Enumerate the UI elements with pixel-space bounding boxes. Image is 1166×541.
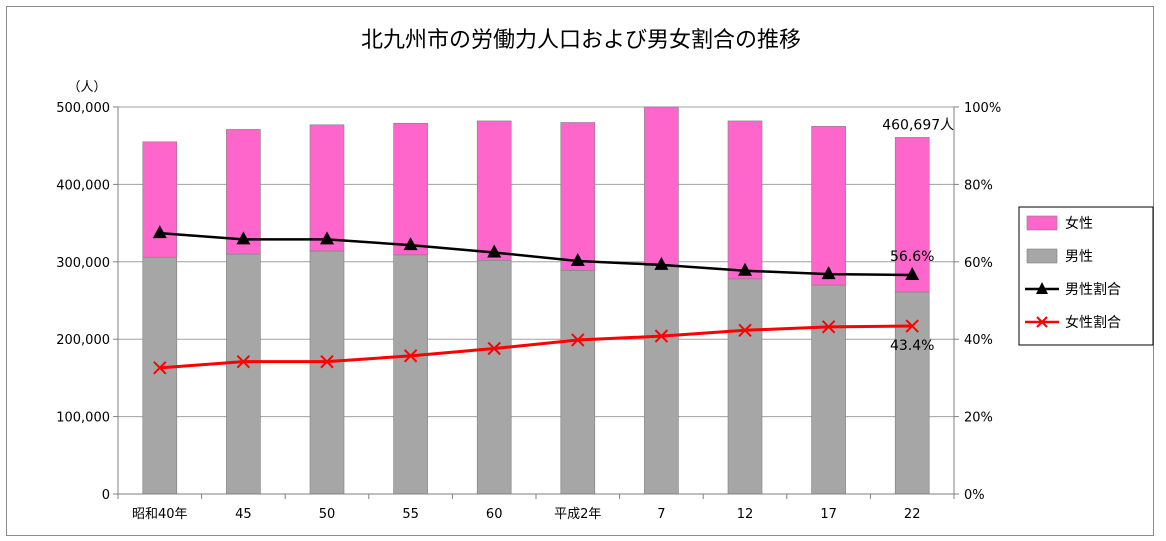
- chart-frame: 北九州市の労働力人口および男女割合の推移 （人） 0 100,000 200,000…: [6, 6, 1154, 536]
- bar-female: [142, 141, 178, 258]
- bar-female: [894, 137, 930, 293]
- male-ratio-point: [236, 231, 251, 245]
- legend-swatch: [1026, 215, 1058, 231]
- bar-male: [476, 259, 512, 495]
- y-tick-label-left: 400,000: [56, 178, 110, 193]
- y-tick-label-right: 60%: [964, 256, 993, 271]
- female-ratio-point: [487, 341, 501, 356]
- y-tick-label-left: 200,000: [56, 333, 110, 348]
- bar-female: [644, 106, 679, 266]
- legend-swatch: [1026, 248, 1058, 264]
- bar-male: [560, 270, 596, 495]
- bar-male: [644, 265, 679, 495]
- legend-label: 男性割合: [1065, 281, 1121, 298]
- female-ratio-point: [821, 320, 836, 334]
- bar-male: [727, 278, 763, 495]
- bar-female: [393, 122, 428, 256]
- y-tick-label-right: 80%: [964, 178, 993, 193]
- female-ratio-point: [153, 361, 167, 375]
- female-ratio-point: [571, 333, 585, 347]
- total-annotation: 460,697人: [882, 117, 954, 133]
- legend-marker: [1036, 282, 1048, 294]
- male-ratio-point: [487, 244, 502, 258]
- bar-female: [309, 124, 345, 252]
- bar-male: [393, 254, 428, 495]
- male-ratio-point: [738, 262, 752, 276]
- bar-male: [226, 253, 261, 495]
- x-tick-label: 22: [904, 507, 921, 522]
- female-ratio-annotation: 43.4%: [890, 338, 934, 354]
- female-ratio-point: [236, 354, 251, 369]
- male-ratio-annotation: 56.6%: [890, 249, 934, 265]
- legend-label: 女性: [1065, 215, 1093, 232]
- bar-female: [560, 122, 596, 271]
- chart-canvas: 北九州市の労働力人口および男女割合の推移 （人） 0 100,000 200,000…: [56, 28, 1154, 522]
- y-tick-label-left: 0: [102, 488, 110, 503]
- y-tick-label-right: 20%: [964, 411, 993, 426]
- legend-marker: [1036, 316, 1048, 328]
- female-ratio-point: [403, 349, 418, 363]
- male-ratio-point: [152, 225, 167, 239]
- y-tick-label-right: 0%: [964, 488, 985, 503]
- x-tick-label: 60: [486, 507, 503, 522]
- legend-label: 男性: [1065, 249, 1093, 265]
- bar-male: [142, 256, 178, 495]
- male-ratio-line: [159, 231, 913, 277]
- bar-female: [811, 126, 846, 286]
- bar-female: [476, 120, 512, 261]
- male-ratio-point: [905, 266, 920, 280]
- bar-male: [894, 291, 930, 495]
- male-ratio-point: [654, 256, 669, 270]
- male-ratio-point: [320, 231, 334, 245]
- female-ratio-point: [654, 329, 669, 343]
- legend-label: 女性割合: [1065, 314, 1121, 331]
- bar-male: [309, 250, 345, 495]
- male-ratio-point: [821, 266, 836, 280]
- x-tick-label: 7: [657, 507, 665, 522]
- x-tick-label: 55: [402, 507, 419, 522]
- female-ratio-point: [738, 323, 752, 338]
- y-tick-label-left: 300,000: [56, 256, 110, 271]
- male-ratio-point: [570, 253, 585, 267]
- chart-title: 北九州市の労働力人口および男女割合の推移: [361, 28, 801, 53]
- x-tick-label: 昭和40年: [132, 507, 188, 522]
- male-ratio-point: [403, 237, 418, 251]
- female-ratio-line: [159, 324, 913, 370]
- annotations: 460,697人 56.6% 43.4%: [882, 117, 954, 354]
- bar-male: [811, 284, 846, 495]
- x-tick-label: 50: [319, 507, 336, 522]
- y-tick-label-left: 500,000: [56, 101, 110, 116]
- x-tick-label: 平成2年: [554, 507, 601, 522]
- x-tick-label: 45: [235, 507, 252, 522]
- bars: [142, 106, 930, 495]
- lines: [152, 225, 920, 375]
- y-tick-label-right: 40%: [964, 333, 993, 348]
- y-tick-label-left: 100,000: [56, 411, 110, 426]
- bar-female: [727, 120, 763, 280]
- y-tick-label-right: 100%: [964, 101, 1001, 116]
- x-tick-label: 17: [820, 507, 837, 522]
- x-tick-label: 12: [737, 507, 754, 522]
- female-ratio-point: [320, 354, 334, 369]
- female-ratio-point: [905, 319, 919, 333]
- axes: 0 100,000 200,000 300,000 400,000 500,000 0% 20…: [56, 101, 1001, 522]
- y-axis-unit-label: （人）: [67, 80, 106, 95]
